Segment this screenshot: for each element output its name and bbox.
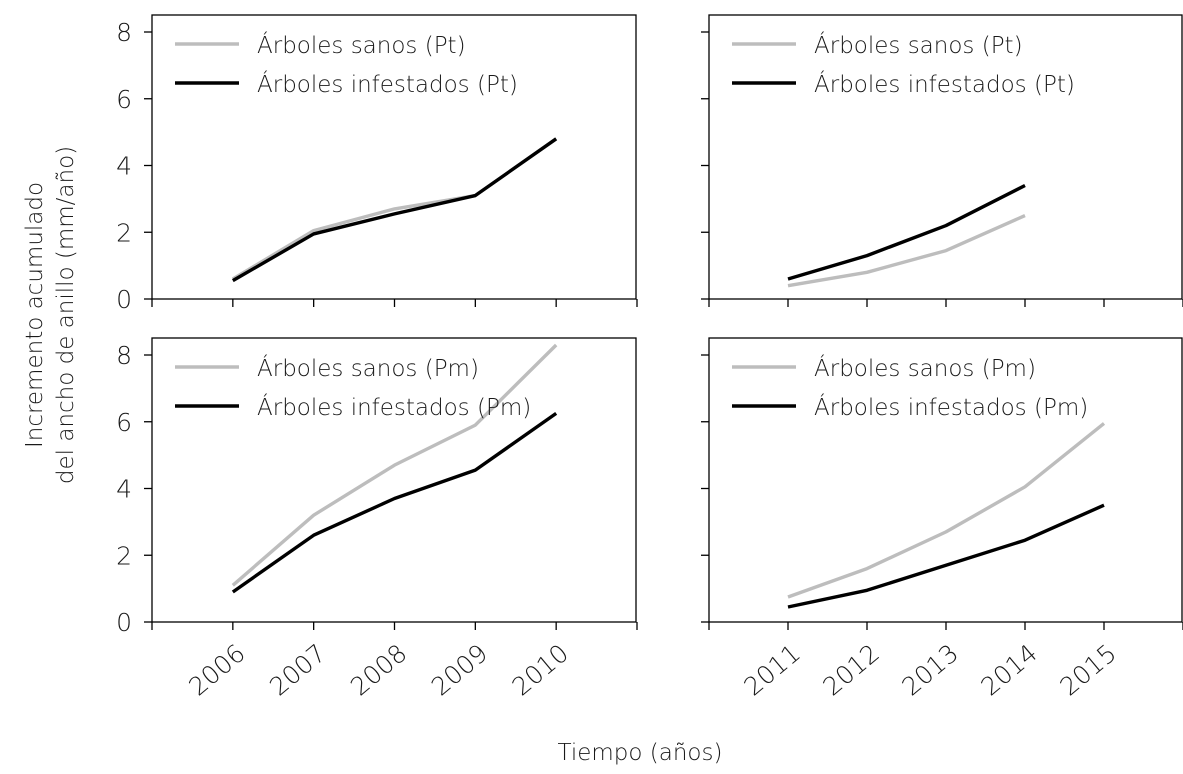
x-tick-label: 2009 [426,638,493,701]
y-tick-label: 2 [116,218,132,247]
series-line-infested [231,412,558,594]
series-line-healthy [231,343,558,587]
legend-label-healthy: Árboles sanos (Pm) [814,354,1036,382]
series-line-healthy [231,137,558,281]
y-axis-title-line-2: del ancho de anillo (mm/año) [53,146,79,484]
y-tick-label: 0 [116,608,132,637]
panel-bottom-right: 2011 2012 2013 2014 2015 Árboles sanos (Pm) Ár… [701,337,1183,701]
legend-label-infested: Árboles infestados (Pm) [257,393,531,421]
panel-bottom-left: 0 2 4 6 8 2006 2007 2008 2009 2010 Árboles sanos (… [116,337,638,701]
series-line-infested [231,137,558,283]
y-tick-label: 4 [116,475,132,504]
series-line-infested [787,184,1026,281]
x-tick-label: 2006 [183,638,250,701]
y-tick-label: 4 [116,152,132,181]
y-tick-label: 8 [116,341,132,370]
x-tick-label: 2015 [1054,638,1121,701]
x-tick-label: 2013 [896,638,963,701]
x-tick-label: 2007 [264,638,331,701]
x-tick-label: 2008 [345,638,412,701]
panels: 0 2 4 6 8 Árboles sanos (Pt) Árboles infestado… [116,14,1183,701]
legend-label-healthy: Árboles sanos (Pm) [257,354,479,382]
y-tick-label: 8 [116,18,132,47]
series-line-healthy [787,214,1026,288]
y-tick-label: 2 [116,541,132,570]
legend-label-healthy: Árboles sanos (Pt) [257,31,466,59]
x-tick-label: 2012 [817,638,884,701]
x-tick-label: 2011 [738,638,805,701]
x-tick-label: 2014 [975,638,1042,701]
series-line-infested [787,503,1105,609]
panel-top-left: 0 2 4 6 8 Árboles sanos (Pt) Árboles infestado… [116,14,638,314]
legend-label-healthy: Árboles sanos (Pt) [814,31,1023,59]
legend-label-infested: Árboles infestados (Pm) [814,393,1088,421]
y-tick-label: 6 [116,408,132,437]
y-axis-title-line-1: Incremento acumulado [22,182,48,448]
series-line-healthy [787,422,1106,599]
panel-top-right: Árboles sanos (Pt) Árboles infestados (Pt… [701,14,1183,307]
y-tick-label: 0 [116,285,132,314]
x-tick-label: 2010 [507,638,574,701]
x-axis-title: Tiempo (años) [558,740,723,766]
legend-label-infested: Árboles infestados (Pt) [814,70,1075,98]
legend-label-infested: Árboles infestados (Pt) [257,70,518,98]
y-tick-label: 6 [116,85,132,114]
